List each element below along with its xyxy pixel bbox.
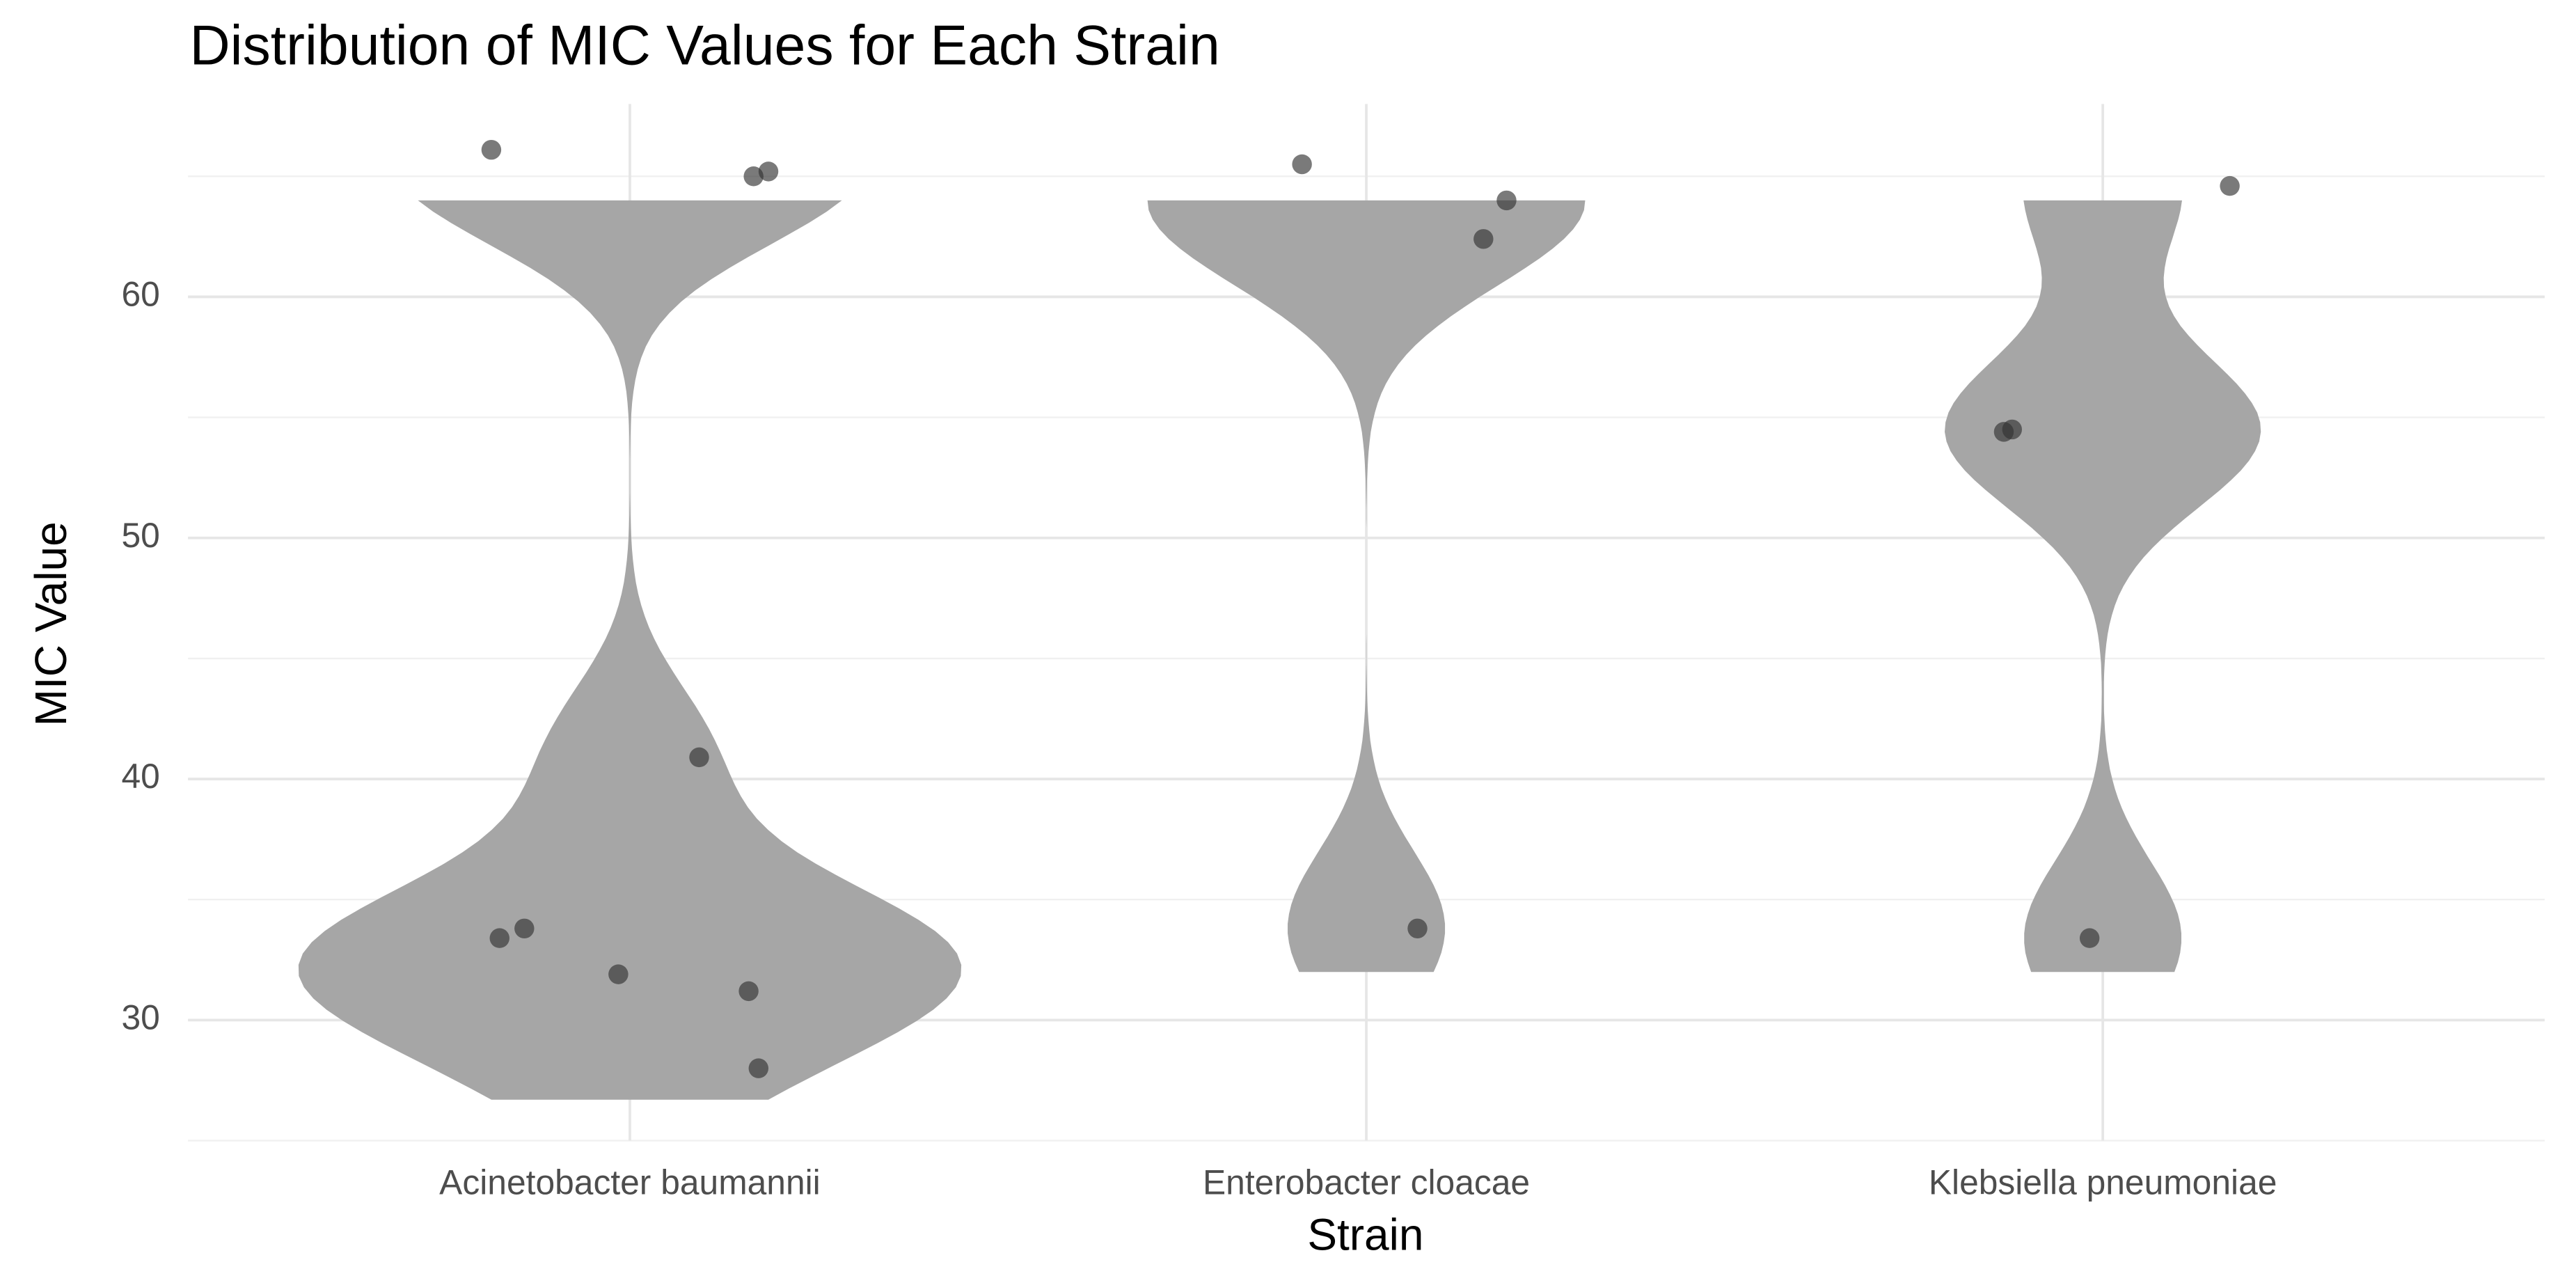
data-point [1292, 154, 1312, 175]
data-point [2079, 928, 2100, 948]
y-tick-label: 50 [121, 516, 159, 555]
y-tick-label: 30 [121, 998, 159, 1037]
violin [1944, 200, 2261, 972]
data-point [608, 964, 629, 984]
data-point [514, 918, 535, 939]
y-tick-label: 60 [121, 275, 159, 314]
data-point [1473, 229, 1494, 249]
data-point [2220, 175, 2240, 196]
y-tick-label: 40 [121, 757, 159, 796]
data-point [738, 981, 759, 1002]
x-tick-label: Enterobacter cloacae [1203, 1163, 1530, 1202]
data-point [1496, 190, 1517, 211]
x-axis-label: Strain [1307, 1209, 1423, 1259]
violin [298, 200, 962, 1100]
data-point [743, 166, 764, 187]
data-point [481, 139, 502, 160]
data-point [1407, 918, 1428, 939]
data-point [689, 747, 709, 768]
data-point [748, 1058, 769, 1078]
violin [1147, 200, 1586, 972]
y-axis-label: MIC Value [26, 521, 76, 726]
data-point [489, 928, 509, 948]
x-tick-label: Klebsiella pneumoniae [1929, 1163, 2277, 1202]
chart-title: Distribution of MIC Values for Each Stra… [189, 14, 1219, 77]
data-point [2002, 419, 2023, 440]
data-point [758, 162, 779, 182]
x-tick-label: Acinetobacter baumannii [439, 1163, 821, 1202]
